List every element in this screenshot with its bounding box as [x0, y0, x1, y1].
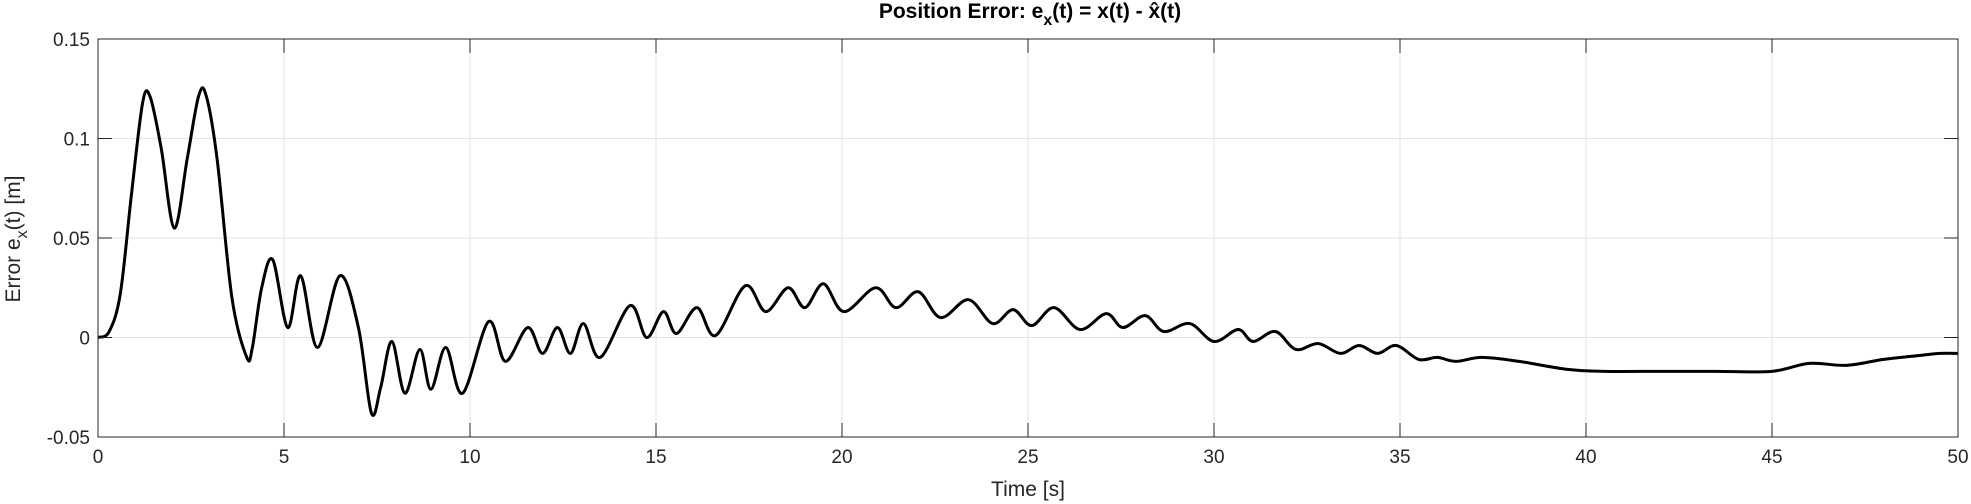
x-tick-label: 10 [459, 447, 480, 468]
x-tick-label: 15 [645, 447, 666, 468]
x-tick-label: 40 [1575, 447, 1596, 468]
y-tick-labels: -0.05 0 0.05 0.1 0.15 [47, 30, 90, 449]
x-tick-label: 50 [1947, 447, 1968, 468]
y-tick-label: 0.05 [53, 229, 90, 250]
chart-title: Position Error: ex(t) = x(t) - x̂(t) [879, 0, 1181, 29]
x-tick-labels: 0 5 10 15 20 25 30 35 40 45 50 [93, 447, 1969, 468]
x-tick-label: 25 [1017, 447, 1038, 468]
x-tick-label: 35 [1389, 447, 1410, 468]
y-tick-label: -0.05 [47, 428, 90, 449]
y-axis-label: Error ex(t) [m] [2, 175, 31, 302]
y-tick-label: 0.1 [64, 130, 90, 151]
error-series-line [97, 86, 1959, 417]
y-tick-label: 0 [79, 329, 90, 350]
x-tick-label: 5 [279, 447, 290, 468]
x-tick-label: 20 [831, 447, 852, 468]
x-tick-label: 0 [93, 447, 104, 468]
x-tick-label: 30 [1203, 447, 1224, 468]
y-tick-label: 0.15 [53, 30, 90, 51]
series-layer [97, 86, 1959, 417]
x-axis-label: Time [s] [991, 478, 1065, 501]
tick-marks [97, 38, 1959, 438]
x-tick-label: 45 [1761, 447, 1782, 468]
